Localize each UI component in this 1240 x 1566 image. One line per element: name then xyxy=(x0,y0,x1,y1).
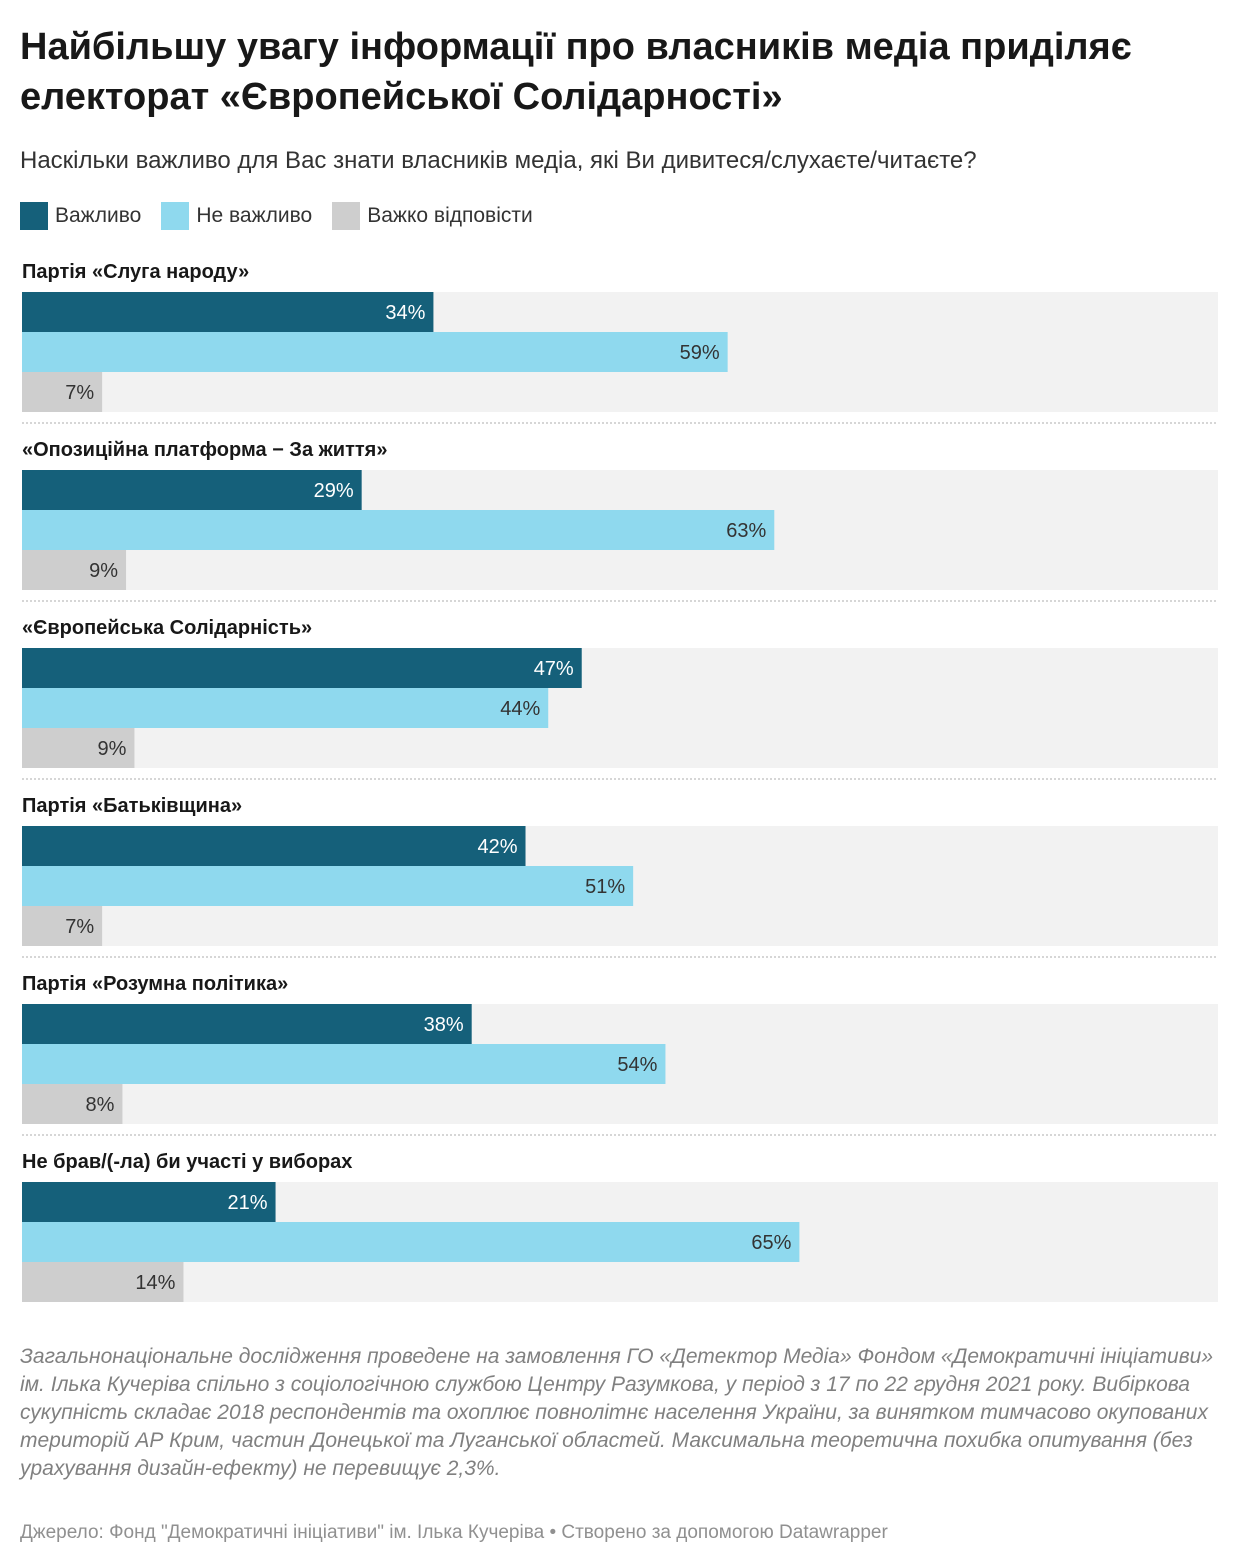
value-label-not-important: 63% xyxy=(726,520,766,542)
group-label: Партія «Слуга народу» xyxy=(22,261,249,283)
chart-subtitle: Наскільки важливо для Вас знати власникі… xyxy=(20,147,977,174)
source-footer: Джерело: Фонд "Демократичні ініціативи" … xyxy=(20,1522,888,1543)
group-label: «Опозиційна платформа − За життя» xyxy=(22,439,387,461)
bar-not-important xyxy=(22,1044,666,1084)
bar-important xyxy=(22,292,434,332)
bar-important xyxy=(22,826,526,866)
chart-title: Найбільшу увагу інформації про власників… xyxy=(20,26,1132,118)
legend-swatch-not-important xyxy=(161,202,190,230)
value-label-important: 42% xyxy=(477,836,517,858)
value-label-not-important: 59% xyxy=(680,342,720,364)
legend-swatch-hard-to-say xyxy=(332,202,361,230)
value-label-not-important: 51% xyxy=(585,876,625,898)
value-label-important: 47% xyxy=(534,658,574,680)
bar-important xyxy=(22,1004,472,1044)
value-label-important: 21% xyxy=(228,1192,268,1214)
bar-important xyxy=(22,470,362,510)
group-label: Партія «Батьківщина» xyxy=(22,795,242,817)
value-label-important: 34% xyxy=(385,302,425,324)
methodology-note: Загальнонаціональне дослідження проведен… xyxy=(20,1345,1214,1480)
legend-swatch-important xyxy=(20,202,48,230)
group-label: Партія «Розумна політика» xyxy=(22,973,288,995)
bar-important xyxy=(22,648,582,688)
value-label-not-important: 54% xyxy=(617,1054,657,1076)
legend-label-hard-to-say: Важко відповісти xyxy=(367,204,533,227)
value-label-not-important: 65% xyxy=(751,1232,791,1254)
value-label-important: 29% xyxy=(314,480,354,502)
group-label: Не брав/(-ла) би участі у виборах xyxy=(22,1151,352,1173)
value-label-hard-to-say: 9% xyxy=(89,560,118,582)
bar-not-important xyxy=(22,332,728,372)
value-label-hard-to-say: 7% xyxy=(65,382,94,404)
value-label-not-important: 44% xyxy=(500,698,540,720)
legend-label-not-important: Не важливо xyxy=(196,204,313,227)
bar-hard-to-say xyxy=(22,372,103,412)
value-label-important: 38% xyxy=(424,1014,464,1036)
legend: Важливо Не важливо Важко відповісти xyxy=(20,201,553,231)
value-label-hard-to-say: 7% xyxy=(65,916,94,938)
bar-important xyxy=(22,1182,276,1222)
legend-item-not-important: Не важливо xyxy=(161,202,312,230)
bar-hard-to-say xyxy=(22,906,103,946)
bar-not-important xyxy=(22,1222,800,1262)
legend-label-important: Важливо xyxy=(55,204,142,227)
legend-item-hard-to-say: Важко відповісти xyxy=(332,202,533,230)
bar-not-important xyxy=(22,688,549,728)
bar-not-important xyxy=(22,866,634,906)
legend-item-important: Важливо xyxy=(20,202,141,230)
group-label: «Європейська Солідарність» xyxy=(22,617,312,639)
bar-not-important xyxy=(22,510,775,550)
bar-hard-to-say xyxy=(22,550,127,590)
bar-hard-to-say xyxy=(22,728,135,768)
value-label-hard-to-say: 14% xyxy=(135,1272,175,1294)
bar-hard-to-say xyxy=(22,1084,123,1124)
value-label-hard-to-say: 9% xyxy=(98,738,127,760)
bar-hard-to-say xyxy=(22,1262,184,1302)
bar-chart: Партія «Слуга народу» 34% 59% 7% «Опозиційна… xyxy=(22,261,1218,1302)
value-label-hard-to-say: 8% xyxy=(86,1094,115,1116)
